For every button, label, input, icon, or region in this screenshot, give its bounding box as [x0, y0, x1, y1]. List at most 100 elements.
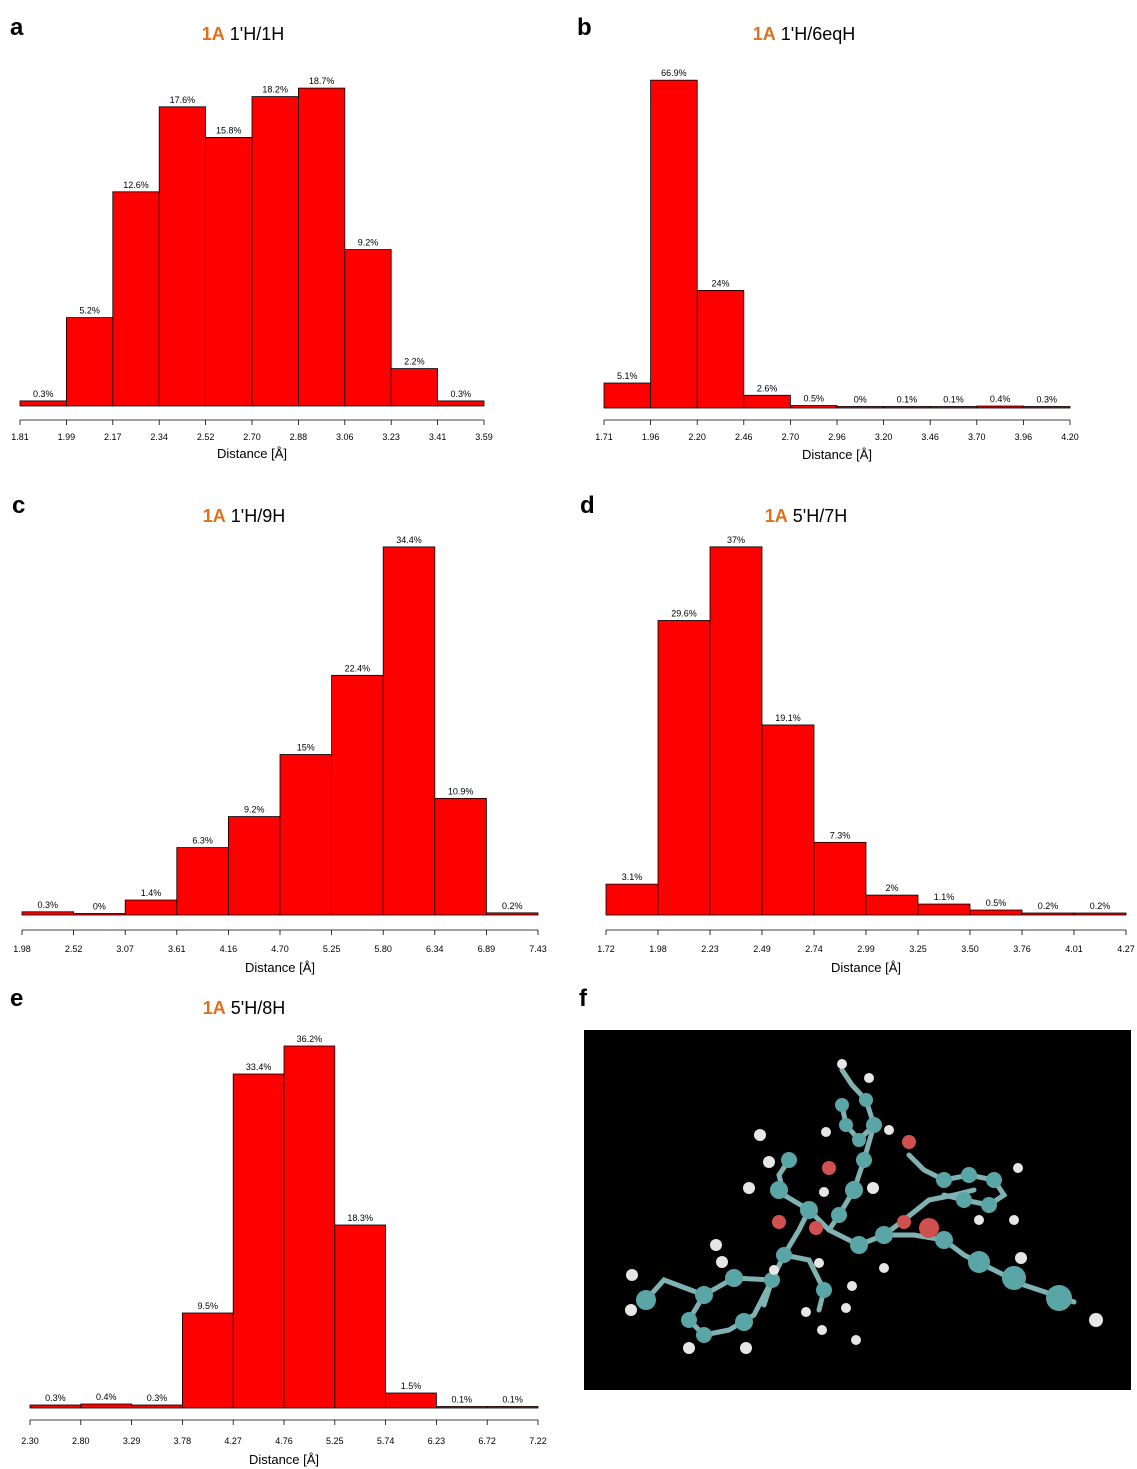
bar-value-label: 34.4%: [396, 535, 422, 545]
x-tick-label: 1.72: [597, 944, 615, 954]
bar-value-label: 17.6%: [170, 95, 196, 105]
histogram-bar: [435, 1406, 488, 1409]
panel-letter-b: b: [577, 14, 592, 41]
x-tick-label: 6.89: [478, 944, 496, 954]
histogram-bar: [1073, 912, 1127, 916]
x-tick-label: 4.76: [275, 1436, 293, 1446]
x-tick-label: 1.98: [649, 944, 667, 954]
x-tick-label: 3.23: [382, 432, 400, 442]
x-axis-label: Distance [Å]: [831, 960, 901, 975]
bar-value-label: 0.1%: [502, 1395, 523, 1405]
bar-value-label: 10.9%: [448, 786, 474, 796]
histogram-bar: [385, 1392, 437, 1409]
histogram-bar: [73, 913, 126, 916]
x-tick-label: 6.72: [478, 1436, 496, 1446]
bar-value-label: 12.6%: [123, 180, 149, 190]
histogram-bar: [331, 674, 384, 916]
histogram-bar: [334, 1224, 386, 1409]
x-tick-label: 4.70: [271, 944, 289, 954]
panel-letter-f: f: [579, 985, 587, 1012]
bar-value-label: 19.1%: [775, 713, 801, 723]
bar-value-label: 24%: [711, 278, 729, 288]
x-tick-label: 1.81: [11, 432, 29, 442]
panel-title-a: 1A 1'H/1H: [202, 24, 285, 45]
bar-value-label: 0.4%: [990, 394, 1011, 404]
histogram-bar: [969, 909, 1023, 916]
title-tag: 1A: [752, 24, 776, 44]
bar-value-label: 33.4%: [246, 1062, 272, 1072]
bar-value-label: 6.3%: [192, 836, 213, 846]
x-tick-label: 7.43: [529, 944, 547, 954]
histogram-bar: [29, 1404, 82, 1409]
x-tick-label: 1.99: [58, 432, 76, 442]
histogram-bar: [929, 406, 978, 409]
bar-value-label: 9.5%: [198, 1301, 219, 1311]
title-text: 1'H/1H: [229, 24, 285, 44]
histogram-bar: [205, 136, 253, 407]
histogram-bar: [836, 406, 884, 409]
molecule-image: [625, 1059, 1103, 1354]
bar-value-label: 0.5%: [803, 394, 824, 404]
x-tick-label: 2.99: [857, 944, 875, 954]
title-text: 5'H/8H: [230, 998, 286, 1018]
histogram-bar: [124, 899, 178, 916]
x-tick-label: 6.23: [428, 1436, 446, 1446]
histogram-bar: [112, 191, 160, 407]
molecule-render: [584, 1030, 1131, 1390]
histogram-bar: [21, 911, 74, 916]
x-tick-label: 2.17: [104, 432, 122, 442]
histogram-bar: [434, 797, 487, 916]
x-tick-label: 4.20: [1061, 432, 1079, 442]
title-text: 5'H/7H: [792, 506, 848, 526]
x-tick-label: 4.01: [1065, 944, 1083, 954]
x-axis-label: Distance [Å]: [217, 446, 287, 461]
x-tick-label: 3.06: [336, 432, 354, 442]
histogram-bar: [709, 546, 763, 916]
title-text: 1'H/9H: [230, 506, 286, 526]
bar-value-label: 29.6%: [671, 608, 697, 618]
panel-letter-c: c: [12, 492, 26, 519]
x-tick-label: 2.74: [805, 944, 823, 954]
histogram-bar: [279, 754, 332, 916]
title-text: 1'H/6eqH: [780, 24, 856, 44]
title-tag: 1A: [202, 998, 226, 1018]
histogram-bar: [176, 847, 229, 916]
bar-value-label: 37%: [727, 535, 745, 545]
histogram-bar: [603, 382, 651, 409]
bar-value-label: 0.1%: [452, 1395, 473, 1405]
bar-value-label: 0.3%: [33, 389, 54, 399]
x-tick-label: 3.29: [123, 1436, 141, 1446]
x-tick-label: 2.88: [290, 432, 308, 442]
histogram-bar: [251, 96, 299, 407]
title-tag: 1A: [764, 506, 788, 526]
x-tick-label: 2.23: [701, 944, 719, 954]
x-tick-label: 3.25: [909, 944, 927, 954]
x-tick-label: 1.71: [595, 432, 613, 442]
x-tick-label: 3.46: [921, 432, 939, 442]
histogram-bar: [605, 883, 659, 916]
bar-value-label: 18.7%: [309, 76, 335, 86]
histogram-bar: [390, 368, 439, 407]
histogram-bar: [743, 394, 791, 409]
bar-value-label: 0%: [93, 902, 106, 912]
bar-value-label: 0%: [854, 395, 867, 405]
panel-title-b: 1A 1'H/6eqH: [753, 24, 856, 45]
x-tick-label: 4.16: [220, 944, 238, 954]
x-tick-label: 6.34: [426, 944, 444, 954]
x-tick-label: 2.20: [688, 432, 706, 442]
bar-value-label: 5.1%: [617, 371, 638, 381]
x-tick-label: 4.27: [224, 1436, 242, 1446]
x-tick-label: 3.59: [475, 432, 493, 442]
x-tick-label: 3.96: [1015, 432, 1033, 442]
x-tick-label: 7.22: [529, 1436, 547, 1446]
x-tick-label: 4.27: [1117, 944, 1135, 954]
bar-value-label: 18.2%: [262, 85, 288, 95]
bar-value-label: 2%: [885, 883, 898, 893]
x-axis-label: Distance [Å]: [245, 960, 315, 975]
bar-value-label: 1.5%: [401, 1381, 422, 1391]
histogram-bar: [181, 1312, 234, 1409]
histogram-bar: [883, 406, 931, 409]
histogram-bar: [382, 546, 436, 916]
panel-letter-e: e: [10, 985, 24, 1012]
